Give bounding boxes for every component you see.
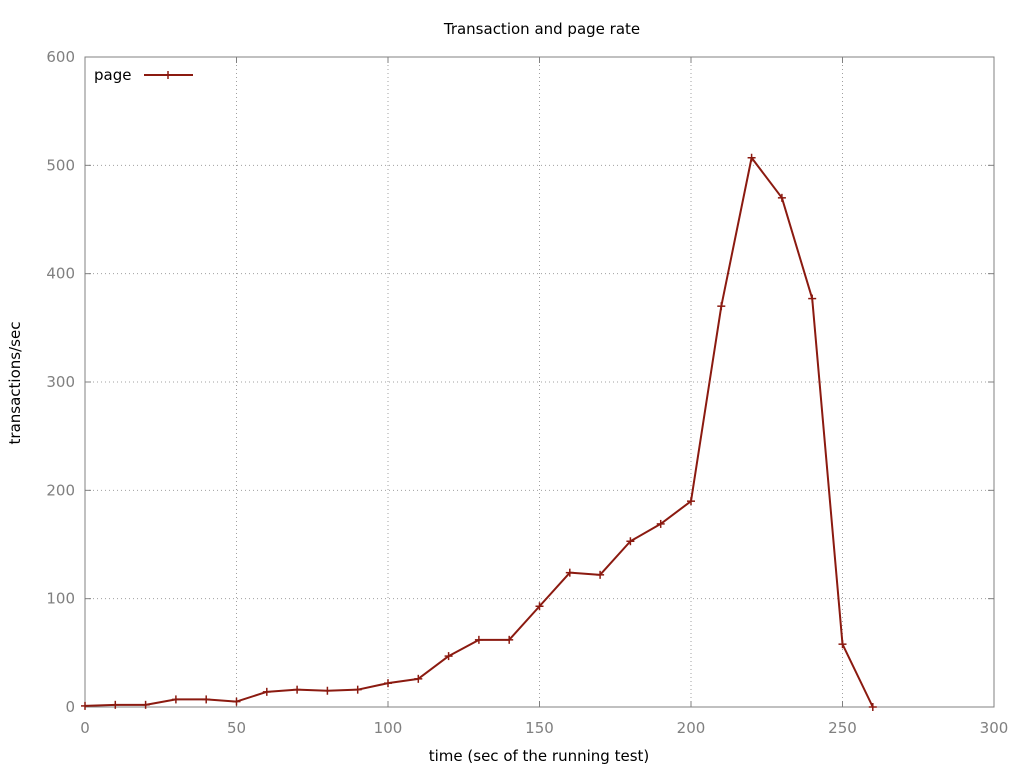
data-point (505, 635, 514, 644)
legend-label: page (94, 66, 131, 84)
x-tick-label: 300 (980, 719, 1009, 737)
data-point (717, 302, 726, 311)
data-point (808, 294, 817, 303)
data-point (293, 685, 302, 694)
data-point (838, 640, 847, 649)
x-tick-label: 150 (525, 719, 554, 737)
data-point (323, 686, 332, 695)
data-point (414, 674, 423, 683)
data-point (474, 635, 483, 644)
x-tick-label: 100 (374, 719, 403, 737)
y-tick-label: 0 (65, 698, 75, 716)
x-tick-label: 50 (227, 719, 246, 737)
data-point (596, 570, 605, 579)
data-point (444, 652, 453, 661)
series-line (84, 156, 874, 708)
y-tick-label: 500 (46, 156, 75, 174)
data-point (232, 697, 241, 706)
x-tick-label: 250 (828, 719, 857, 737)
y-tick-label: 300 (46, 373, 75, 391)
data-point (687, 497, 695, 506)
y-tick-label: 100 (46, 590, 75, 608)
tick-labels: 0 50 100 150 200 250 300 0 100 200 300 400 500 600 (46, 48, 1008, 737)
y-tick-label: 200 (46, 481, 75, 499)
data-point (171, 695, 180, 704)
data-point (141, 700, 150, 709)
series-layer (81, 153, 877, 711)
data-point (656, 519, 665, 528)
grid-lines (85, 57, 994, 707)
y-tick-label: 400 (46, 265, 75, 283)
data-point (111, 700, 120, 709)
data-point (565, 568, 574, 577)
data-point (353, 685, 362, 694)
data-point (202, 695, 211, 704)
data-point (747, 153, 756, 162)
y-axis-label: transactions/sec (6, 322, 24, 445)
data-point (777, 193, 786, 202)
x-axis-label: time (sec of the running test) (429, 747, 650, 765)
legend: page (94, 66, 193, 84)
data-point (81, 701, 89, 710)
data-point (626, 537, 635, 546)
x-tick-label: 0 (80, 719, 90, 737)
data-point (164, 71, 172, 79)
data-point (535, 602, 544, 611)
data-point (868, 703, 877, 711)
x-tick-label: 200 (677, 719, 706, 737)
chart-title: Transaction and page rate (443, 20, 640, 38)
data-point (384, 679, 392, 688)
data-point (262, 687, 271, 696)
y-tick-label: 600 (46, 48, 75, 66)
